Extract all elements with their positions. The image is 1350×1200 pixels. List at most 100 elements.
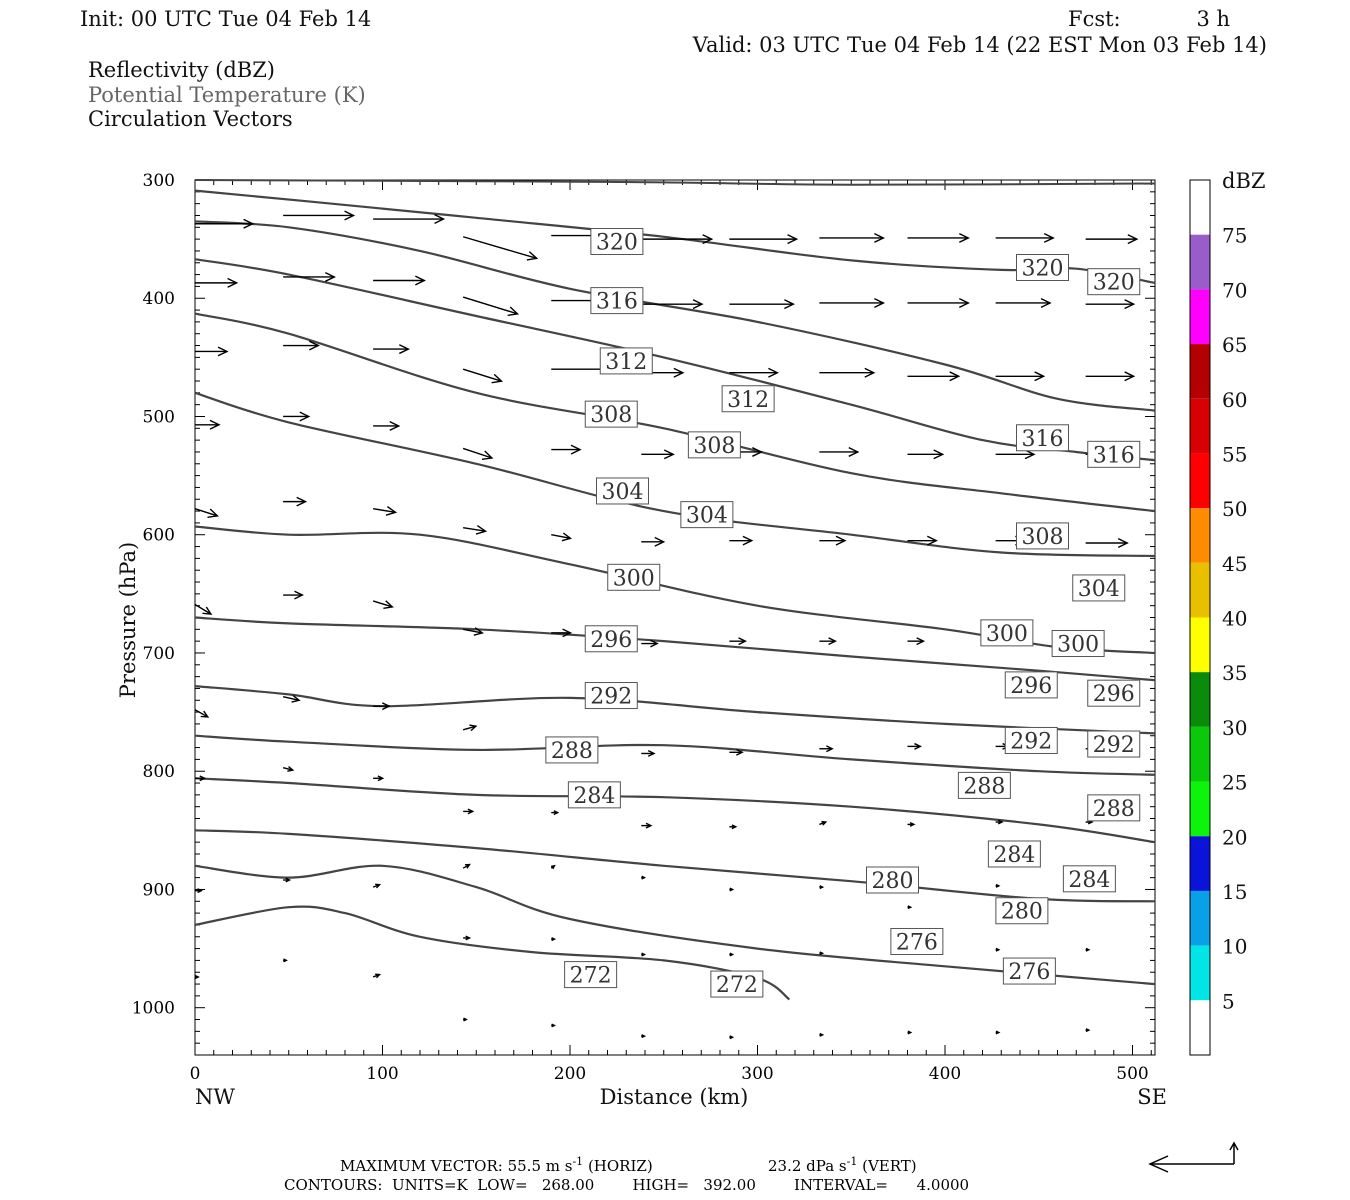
vector-shaft xyxy=(194,603,212,615)
circulation-vector xyxy=(372,973,382,979)
circulation-vector xyxy=(641,750,656,757)
vector-shaft xyxy=(462,725,477,731)
contour-label-text: 316 xyxy=(1022,427,1064,452)
circulation-vector xyxy=(373,214,446,225)
vector-head xyxy=(207,508,219,518)
circulation-vector xyxy=(373,775,385,782)
circulation-vector xyxy=(819,951,825,956)
circulation-vector xyxy=(373,420,401,431)
vector-head xyxy=(907,905,913,910)
colorbar-segment xyxy=(1190,289,1210,345)
y-tick-label: 500 xyxy=(143,407,175,427)
contour-label-text: 320 xyxy=(1093,271,1135,296)
colorbar-segment xyxy=(1190,726,1210,782)
circulation-vector xyxy=(641,536,666,547)
vector-head xyxy=(736,748,744,756)
contour-label-text: 296 xyxy=(1093,682,1135,707)
colorbar-tick-label: 75 xyxy=(1222,224,1247,248)
isentrope-296 xyxy=(194,616,1156,682)
x-tick-label: 200 xyxy=(554,1064,586,1084)
x-tick-label: 500 xyxy=(1116,1064,1148,1084)
contour-label-text: 320 xyxy=(596,230,638,255)
contour-label-text: 304 xyxy=(1078,577,1120,602)
vector-head xyxy=(926,535,938,546)
vector-head xyxy=(821,820,828,826)
colorbar-tick-label: 35 xyxy=(1222,661,1247,685)
circulation-vector xyxy=(907,637,926,646)
vector-head xyxy=(738,637,747,646)
max-vector-caption: MAXIMUM VECTOR: 55.5 m s-1 (HORIZ) xyxy=(340,1155,653,1175)
field-circulation-vectors-label: Circulation Vectors xyxy=(88,107,293,131)
circulation-vector xyxy=(194,709,210,718)
vector-head xyxy=(465,935,472,941)
contour-label: 320 xyxy=(1016,254,1069,282)
vector-head xyxy=(1034,371,1046,382)
circulation-vector xyxy=(729,637,747,646)
vector-head xyxy=(399,344,410,355)
contour-label-text: 292 xyxy=(1093,733,1135,758)
contour-label-text: 272 xyxy=(570,964,612,989)
contour-label-text: 288 xyxy=(551,739,593,764)
vector-head xyxy=(243,218,255,229)
vector-head xyxy=(848,446,860,457)
contour-label-box xyxy=(564,961,618,989)
vector-head xyxy=(1043,232,1055,243)
reflectivity-colorbar: 5 10 15 20 25 30 35 40 45 50 55 60 65 70 75 xyxy=(1189,179,1247,1056)
vector-shaft xyxy=(462,447,493,459)
colorbar-segment xyxy=(1190,836,1210,891)
circulation-vector xyxy=(729,299,795,310)
contour-label-text: 296 xyxy=(590,628,632,653)
circulation-vector xyxy=(372,883,382,889)
contour-label-text: 284 xyxy=(993,843,1035,868)
contour-label-text: 308 xyxy=(590,403,632,428)
contour-label-text: 304 xyxy=(602,480,644,505)
colorbar-tick-label: 60 xyxy=(1222,388,1247,412)
vector-shaft xyxy=(372,600,393,608)
vector-head xyxy=(434,214,446,225)
contour-label: 308 xyxy=(1016,522,1069,550)
isentrope-320 xyxy=(194,189,1156,284)
circulation-vector xyxy=(463,524,488,535)
colorbar-segment xyxy=(1190,945,1210,1001)
circulation-vector xyxy=(819,446,860,457)
vector-head xyxy=(874,232,885,243)
circulation-vector xyxy=(462,627,484,636)
contour-label: 280 xyxy=(995,897,1049,925)
circulation-vector xyxy=(995,371,1046,382)
colorbar-segment xyxy=(1190,617,1210,673)
contour-label-box xyxy=(545,736,599,764)
colorbar-segment xyxy=(1190,1000,1210,1055)
circulation-vector xyxy=(641,822,653,829)
x-axis-left-end-label: NW xyxy=(195,1085,235,1109)
isentrope-308 xyxy=(194,312,1156,513)
init-time-label: Init: 00 UTC Tue 04 Feb 14 xyxy=(80,7,371,31)
circulation-vector xyxy=(195,277,239,288)
vector-head xyxy=(768,367,779,378)
circulation-vector xyxy=(907,535,938,546)
vector-head xyxy=(1117,538,1129,548)
contour-label-text: 308 xyxy=(693,434,735,459)
vector-head xyxy=(835,535,847,546)
colorbar-segment xyxy=(1190,453,1210,509)
contour-label-text: 288 xyxy=(963,774,1005,799)
circulation-vector xyxy=(372,600,394,609)
circulation-vector xyxy=(819,820,828,826)
contour-label-text: 312 xyxy=(727,388,769,413)
vector-head xyxy=(227,277,239,288)
circulation-vector xyxy=(373,344,410,355)
vector-head xyxy=(561,532,573,542)
contour-label: 296 xyxy=(1004,671,1058,699)
vector-head xyxy=(217,346,229,357)
circulation-vector xyxy=(819,637,837,646)
contour-label-box xyxy=(687,431,741,459)
circulation-vector xyxy=(1085,538,1129,548)
vector-head xyxy=(692,299,704,310)
vector-head xyxy=(475,524,488,535)
contour-label: 308 xyxy=(687,431,741,459)
vector-head xyxy=(995,947,1001,952)
vector-head xyxy=(1085,1028,1091,1033)
vector-head xyxy=(1040,297,1052,308)
circulation-vector xyxy=(641,234,714,245)
circulation-vector xyxy=(282,766,295,772)
vector-head xyxy=(933,449,945,460)
